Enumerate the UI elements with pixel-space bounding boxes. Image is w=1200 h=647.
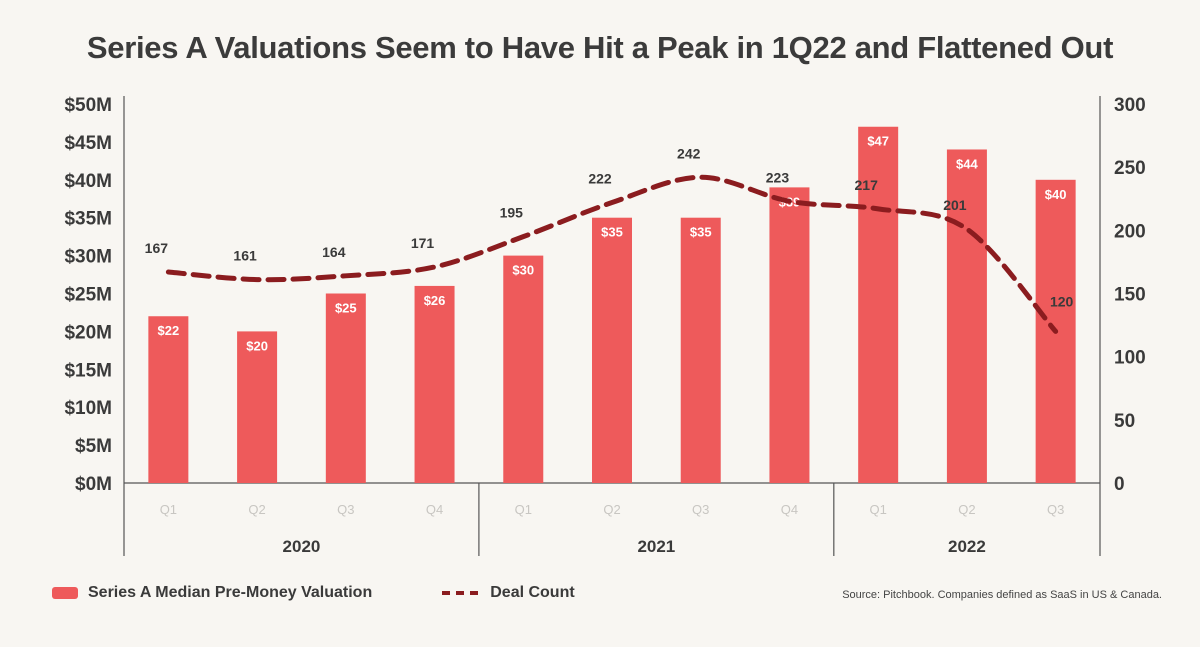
y-left-tick-label: $5M	[75, 436, 112, 457]
bar	[503, 255, 544, 483]
deal-count-label: 223	[766, 169, 790, 185]
bar-value-label: $40	[1045, 187, 1067, 202]
bar-value-label: $20	[246, 338, 268, 353]
deal-count-label: 242	[677, 145, 701, 161]
x-tick-label: Q4	[781, 502, 798, 517]
y-left-tick-label: $30M	[64, 247, 112, 268]
source-note: Source: Pitchbook. Companies defined as …	[842, 589, 1162, 601]
bar-value-label: $25	[335, 301, 357, 316]
bar	[858, 126, 899, 484]
bar-value-label: $47	[867, 134, 889, 149]
x-tick-label: Q4	[426, 502, 443, 517]
y-left-tick-label: $20M	[64, 322, 112, 343]
bar-value-label: $44	[956, 156, 978, 171]
y-left-tick-label: $25M	[64, 285, 112, 306]
y-left-tick-label: $45M	[64, 133, 112, 154]
bar-value-label: $22	[158, 323, 180, 338]
x-tick-label: Q1	[870, 502, 887, 517]
y-right-tick-label: 250	[1114, 158, 1146, 179]
x-tick-label: Q3	[1047, 502, 1064, 517]
bar-value-label: $35	[601, 225, 623, 240]
bar	[148, 316, 189, 483]
deal-count-label: 201	[943, 197, 967, 213]
x-tick-label: Q2	[958, 502, 975, 517]
chart-legend: Series A Median Pre-Money Valuation Deal…	[52, 584, 645, 602]
deal-count-label: 164	[322, 244, 346, 260]
deal-count-line	[165, 174, 1059, 334]
y-left-tick-label: $10M	[64, 398, 112, 419]
x-tick-label: Q3	[337, 502, 354, 517]
deal-count-label: 195	[500, 205, 524, 221]
x-tick-label: Q3	[692, 502, 709, 517]
x-tick-label: Q1	[515, 502, 532, 517]
deal-count-label: 217	[855, 177, 879, 193]
x-tick-label: Q2	[603, 502, 620, 517]
y-right-tick-label: 200	[1114, 221, 1146, 242]
bar	[414, 285, 455, 483]
y-right-tick-label: 150	[1114, 285, 1146, 306]
bar	[592, 217, 632, 483]
bar	[237, 331, 278, 483]
bar-value-label: $35	[690, 225, 712, 240]
bar	[769, 187, 810, 483]
deal-count-label: 171	[411, 235, 435, 251]
x-tick-label: Q1	[160, 502, 177, 517]
y-right-tick-label: 0	[1114, 474, 1125, 495]
deal-count-label: 167	[145, 240, 169, 256]
legend-swatch-bar	[52, 587, 78, 599]
legend-label-deal-count: Deal Count	[490, 584, 575, 601]
deal-count-label: 120	[1050, 293, 1074, 309]
y-left-tick-label: $15M	[64, 360, 112, 381]
year-label: 2020	[283, 537, 321, 556]
deal-count-label: 222	[588, 171, 612, 187]
y-right-tick-label: 300	[1114, 95, 1146, 116]
year-label: 2022	[948, 537, 986, 556]
chart-title: Series A Valuations Seem to Have Hit a P…	[86, 30, 1114, 65]
y-right-tick-label: 100	[1114, 348, 1146, 369]
y-left-tick-label: $50M	[64, 95, 112, 116]
y-left-tick-label: $0M	[75, 474, 112, 495]
legend-label-valuation: Series A Median Pre-Money Valuation	[88, 584, 373, 601]
y-left-tick-label: $40M	[64, 171, 112, 192]
bar	[946, 149, 987, 484]
deal-count-label: 161	[233, 248, 257, 264]
legend-swatch-dashed-line	[442, 591, 479, 595]
y-right-tick-label: 50	[1114, 411, 1135, 432]
legend-item-valuation: Series A Median Pre-Money Valuation	[52, 584, 372, 602]
year-label: 2021	[637, 537, 675, 556]
bar-value-label: $30	[512, 263, 534, 278]
bar	[325, 293, 366, 483]
bar	[680, 217, 721, 483]
y-left-tick-label: $35M	[64, 209, 112, 230]
bar-value-label: $26	[424, 293, 446, 308]
legend-item-deal-count: Deal Count	[442, 584, 575, 602]
x-tick-label: Q2	[248, 502, 265, 517]
